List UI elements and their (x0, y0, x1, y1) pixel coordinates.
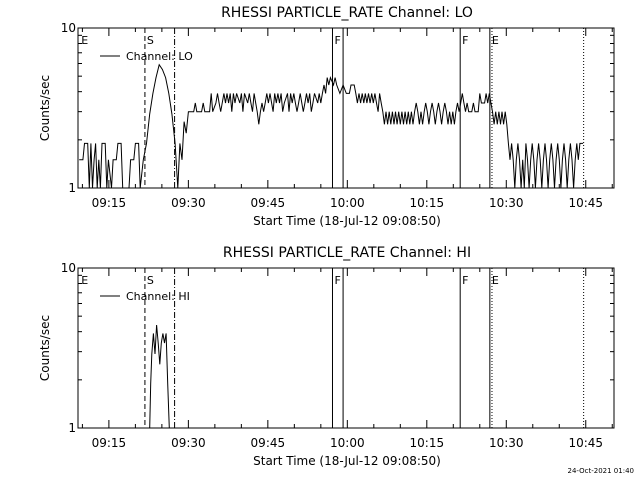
panel-hi: RHESSI PARTICLE_RATE Channel: HI Counts/… (38, 245, 615, 468)
event-marker-label: S (147, 274, 154, 287)
x-tick-label: 10:45 (568, 436, 603, 450)
x-tick-label: 09:30 (171, 436, 206, 450)
y-tick-label: 1 (68, 181, 76, 195)
legend-label: Channel: LO (126, 50, 193, 63)
event-marker-label: S (147, 34, 154, 47)
legend-label: Channel: HI (126, 290, 190, 303)
chart-marks: 09:15 09:30 09:45 10:00 10:15 10:30 10:45 1 10 E S… (61, 261, 614, 450)
x-tick-label: 10:00 (330, 196, 365, 210)
y-tick-label: 10 (61, 21, 76, 35)
x-tick-label: 10:00 (330, 436, 365, 450)
chart-title: RHESSI PARTICLE_RATE Channel: LO (221, 5, 473, 21)
chart-title: RHESSI PARTICLE_RATE Channel: HI (223, 245, 471, 261)
plot-frame (77, 27, 615, 189)
footer-timestamp: 24-Oct-2021 01:40 (567, 467, 634, 475)
event-marker-label: E (81, 274, 88, 287)
event-marker-label: E (492, 34, 499, 47)
panel-lo: RHESSI PARTICLE_RATE Channel: LO Counts/… (38, 5, 615, 228)
event-marker-label: E (81, 34, 88, 47)
y-tick-label: 1 (68, 421, 76, 435)
event-marker-label: F (334, 34, 340, 47)
event-marker-label: F (462, 34, 468, 47)
y-axis-label: Counts/sec (38, 315, 52, 381)
event-marker-label: F (334, 274, 340, 287)
x-tick-label: 09:30 (171, 196, 206, 210)
x-tick-label: 10:15 (410, 436, 445, 450)
chart-marks: 09:15 09:30 09:45 10:00 10:15 10:30 10:45 1 10 E S… (61, 21, 614, 210)
event-marker-label: F (462, 274, 468, 287)
x-tick-label: 09:15 (92, 436, 127, 450)
x-tick-label: 10:15 (410, 196, 445, 210)
series-line (79, 63, 584, 189)
x-tick-label: 10:30 (489, 436, 524, 450)
x-axis-label: Start Time (18-Jul-12 09:08:50) (253, 454, 441, 468)
x-axis-label: Start Time (18-Jul-12 09:08:50) (253, 214, 441, 228)
x-tick-label: 10:45 (568, 196, 603, 210)
x-tick-label: 09:45 (251, 436, 286, 450)
x-tick-label: 09:15 (92, 196, 127, 210)
y-tick-label: 10 (61, 261, 76, 275)
y-axis-label: Counts/sec (38, 75, 52, 141)
x-tick-label: 09:45 (251, 196, 286, 210)
event-marker-label: E (492, 274, 499, 287)
series-line (149, 324, 170, 429)
x-tick-label: 10:30 (489, 196, 524, 210)
plot-frame (77, 267, 615, 429)
